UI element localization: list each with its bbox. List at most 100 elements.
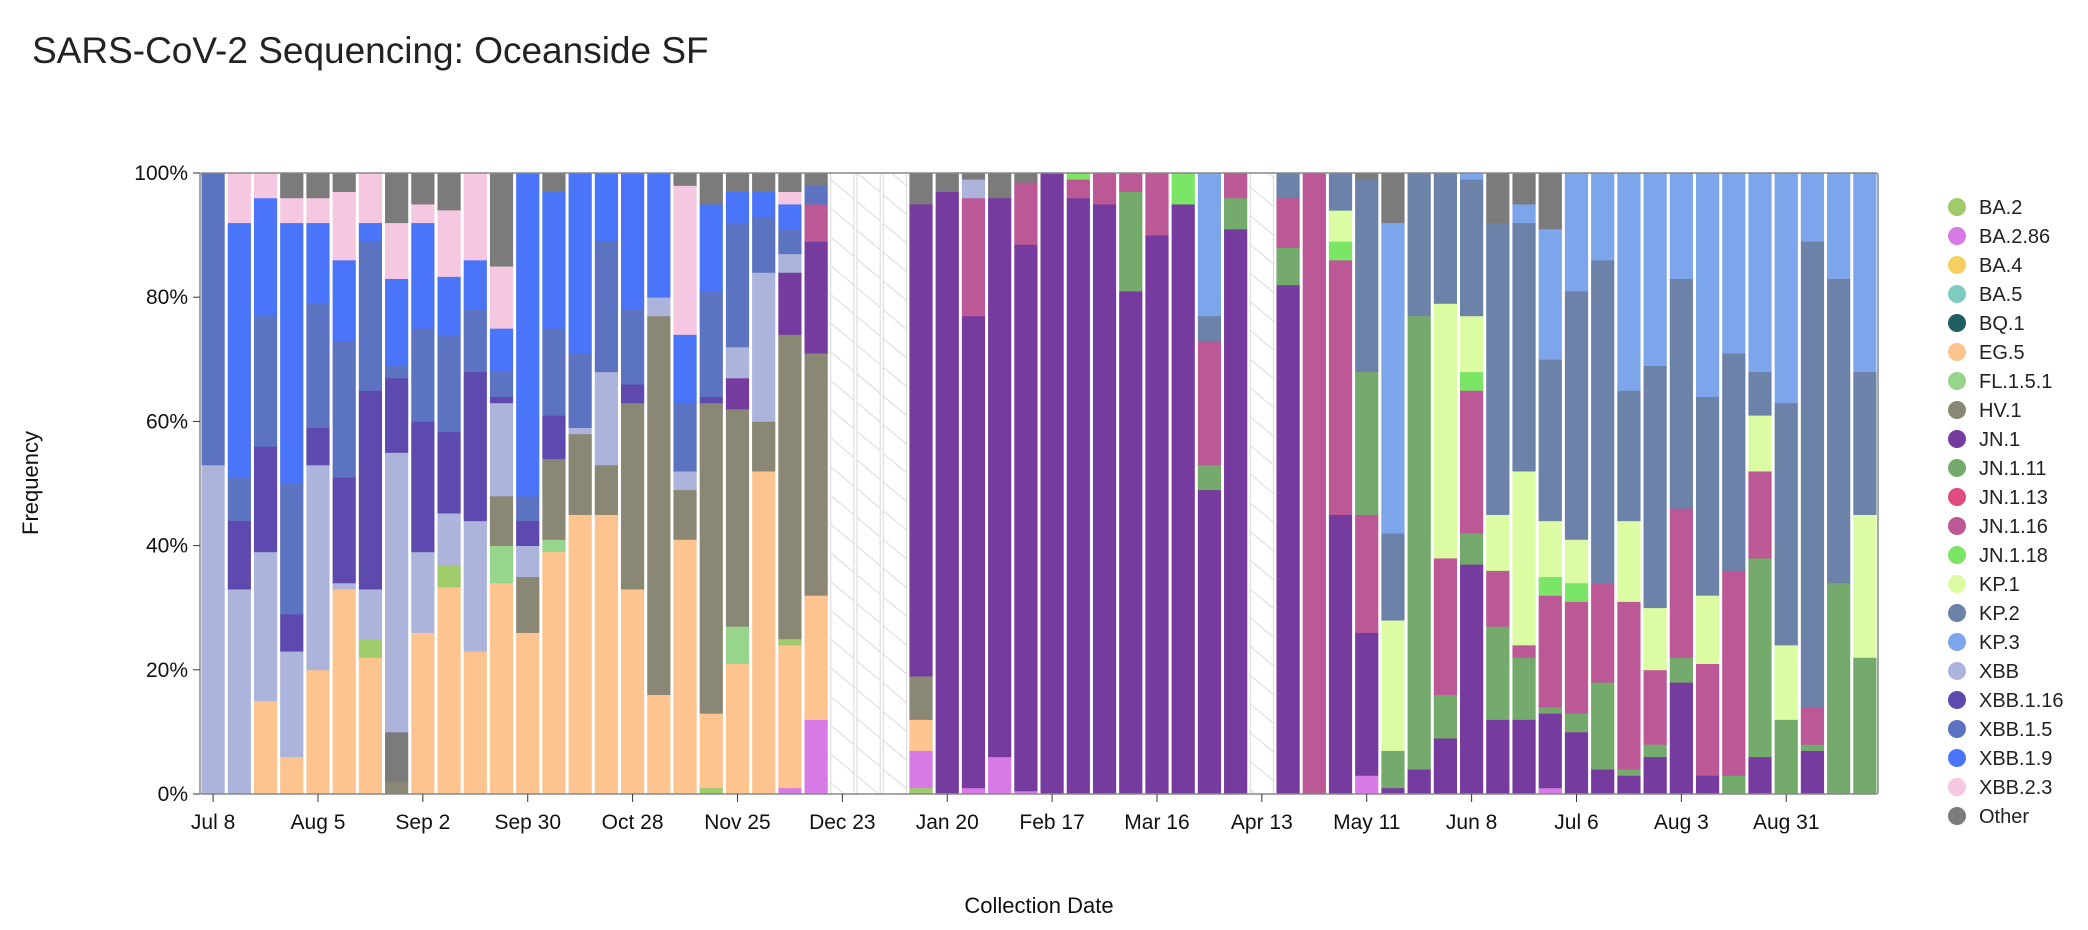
bar-segment xyxy=(227,222,251,478)
bar-segment xyxy=(1512,204,1536,224)
bar-segment xyxy=(1591,173,1615,261)
legend-swatch xyxy=(1948,720,1966,738)
bar-segment xyxy=(909,676,933,720)
bar-segment xyxy=(1145,173,1169,236)
bar-segment xyxy=(516,495,540,522)
bar-segment xyxy=(227,477,251,522)
bar-segment xyxy=(778,253,802,273)
bar-segment xyxy=(1695,173,1720,397)
bar-segment xyxy=(778,787,802,795)
bar-segment xyxy=(1827,173,1851,279)
missing-week-bar xyxy=(882,172,907,795)
bar-segment xyxy=(542,539,566,553)
bar-segment xyxy=(725,191,750,224)
bar-segment xyxy=(253,197,278,317)
legend-swatch xyxy=(1948,198,1966,216)
bar-segment xyxy=(1486,719,1510,795)
bar-segment xyxy=(1617,173,1641,391)
bar-segment xyxy=(253,315,278,447)
bar-segment xyxy=(725,663,750,795)
legend-swatch xyxy=(1948,285,1966,303)
bar-segment xyxy=(227,589,251,795)
legend-swatch xyxy=(1948,807,1966,825)
bar-segment xyxy=(1853,173,1877,373)
bar-segment xyxy=(1538,576,1562,596)
legend-label: BA.2.86 xyxy=(1979,226,2050,248)
bar-segment xyxy=(253,551,278,702)
legend-label: XBB.1.5 xyxy=(1979,719,2052,741)
bar-segment xyxy=(516,520,540,546)
bar-segment xyxy=(673,334,697,404)
bar-segment xyxy=(1486,570,1510,627)
bar-segment xyxy=(621,173,645,311)
bar-segment xyxy=(1774,719,1798,795)
bar-segment xyxy=(778,228,802,255)
bar-segment xyxy=(594,241,618,373)
bar-segment xyxy=(489,495,514,546)
legend-swatch xyxy=(1948,227,1966,245)
bar-segment xyxy=(411,173,435,205)
bar-segment xyxy=(1800,707,1825,745)
x-tick-label: Jul 8 xyxy=(191,811,235,834)
bar-segment xyxy=(1564,713,1589,733)
bar-segment xyxy=(909,787,933,795)
bar-segment xyxy=(1853,514,1877,658)
bar-segment xyxy=(804,353,828,596)
legend-label: JN.1.13 xyxy=(1979,487,2048,509)
x-tick-label: Mar 16 xyxy=(1124,811,1189,834)
bar-segment xyxy=(1328,210,1353,242)
bar-segment xyxy=(1145,235,1169,795)
bar-segment xyxy=(1460,371,1484,391)
bar-segment xyxy=(1066,179,1090,199)
bar-segment xyxy=(1171,204,1195,795)
bar-segment xyxy=(1014,173,1038,183)
bar-segment xyxy=(621,589,645,795)
bar-segment xyxy=(253,700,278,795)
bar-segment xyxy=(332,191,356,261)
bar-segment xyxy=(988,173,1012,199)
bar-segment xyxy=(961,315,986,789)
bar-segment xyxy=(647,297,671,317)
bar-segment xyxy=(1512,657,1536,720)
legend-label: FL.1.5.1 xyxy=(1979,371,2052,393)
bar-segment xyxy=(1066,197,1090,795)
bar-segment xyxy=(1564,173,1589,292)
bar-segment xyxy=(647,315,671,696)
bar-segment xyxy=(1643,365,1667,609)
bar-segment xyxy=(1328,241,1353,261)
legend-swatch xyxy=(1948,256,1966,274)
bar-segment xyxy=(280,651,304,758)
bar-segment xyxy=(1591,259,1615,584)
bar-segment xyxy=(961,173,986,180)
bar-segment xyxy=(1800,241,1825,708)
bar-segment xyxy=(1669,278,1693,509)
bar-segment xyxy=(1538,595,1562,708)
bar-segment xyxy=(699,713,723,789)
legend-label: JN.1.11 xyxy=(1979,458,2046,480)
bars-layer xyxy=(201,172,1877,795)
bar-segment xyxy=(1800,750,1825,795)
bar-segment xyxy=(1538,713,1562,789)
legend-swatch xyxy=(1948,430,1966,448)
bar-segment xyxy=(411,632,435,795)
bar-segment xyxy=(1355,632,1379,776)
bar-segment xyxy=(411,421,435,553)
legend-swatch xyxy=(1948,343,1966,361)
bar-segment xyxy=(1433,173,1457,304)
y-tick-label: 60% xyxy=(146,410,188,433)
legend-swatch xyxy=(1948,778,1966,796)
bar-segment xyxy=(1669,682,1693,795)
bar-segment xyxy=(1643,173,1667,366)
bar-segment xyxy=(1669,657,1693,683)
bar-segment xyxy=(909,173,933,205)
bar-segment xyxy=(935,191,959,795)
bar-segment xyxy=(699,204,723,292)
legend-swatch xyxy=(1948,372,1966,390)
bar-segment xyxy=(1355,371,1379,515)
bar-segment xyxy=(489,545,514,584)
bar-segment xyxy=(1381,533,1405,621)
bar-segment xyxy=(1197,173,1222,317)
bar-segment xyxy=(358,173,383,224)
bar-segment xyxy=(306,222,330,304)
bar-segment xyxy=(516,576,540,633)
